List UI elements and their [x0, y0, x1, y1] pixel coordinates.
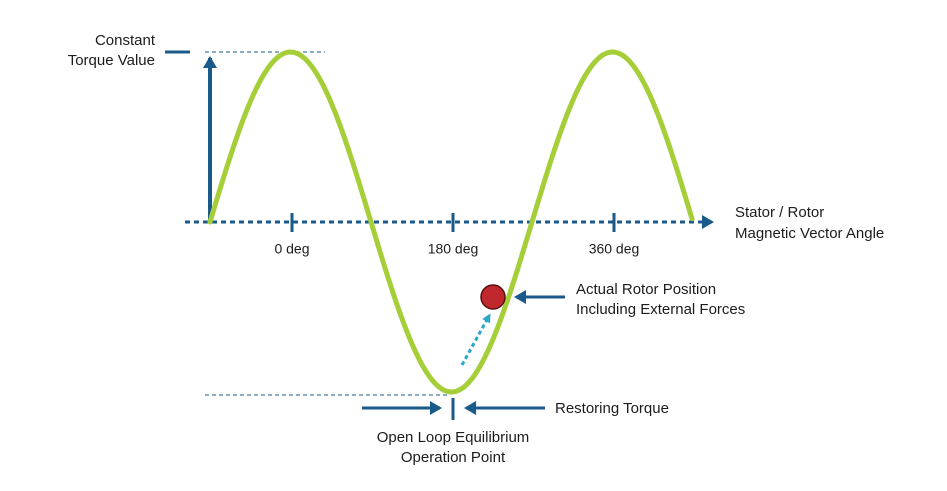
tick-label: 0 deg — [274, 241, 309, 257]
torque-curve — [207, 49, 695, 395]
tick-label: 360 deg — [589, 241, 640, 257]
restoring-label: Restoring Torque — [555, 400, 669, 417]
rotor-position — [480, 284, 506, 310]
equilibrium-label: Open Loop Equilibrium — [377, 429, 530, 446]
x-label: Stator / Rotor — [735, 204, 824, 221]
equilibrium-label: Operation Point — [401, 449, 506, 466]
y-label: Constant — [95, 32, 156, 49]
rotor-label: Actual Rotor Position — [576, 281, 716, 298]
rotor-label: Including External Forces — [576, 301, 745, 318]
displacement-arrow — [460, 313, 491, 366]
y-label: Torque Value — [68, 52, 155, 69]
x-label: Magnetic Vector Angle — [735, 225, 884, 242]
tick-label: 180 deg — [428, 241, 479, 257]
